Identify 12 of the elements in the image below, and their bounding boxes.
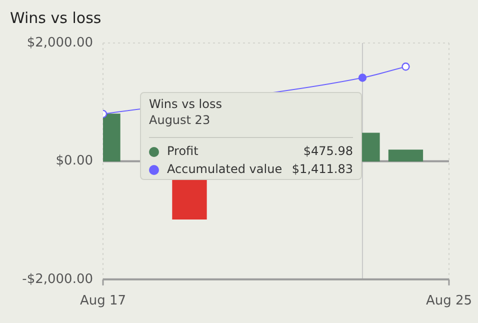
legend-label: Profit <box>167 144 198 158</box>
y-tick-label: -$2,000.00 <box>22 272 93 287</box>
annotation: $475.98 <box>303 144 353 158</box>
legend-label: Accumulated value <box>167 162 282 176</box>
annotation: August 23 <box>149 113 210 127</box>
x-tick-label: Aug 25 <box>426 294 472 309</box>
x-tick-label: Aug 17 <box>80 294 126 309</box>
annotation: $1,411.83 <box>292 162 353 176</box>
y-tick-label: $0.00 <box>56 154 93 169</box>
text: Wins vs loss <box>149 97 222 111</box>
y-tick-label: $2,000.00 <box>26 35 93 50</box>
chart-title: Wins vs loss <box>10 9 102 27</box>
